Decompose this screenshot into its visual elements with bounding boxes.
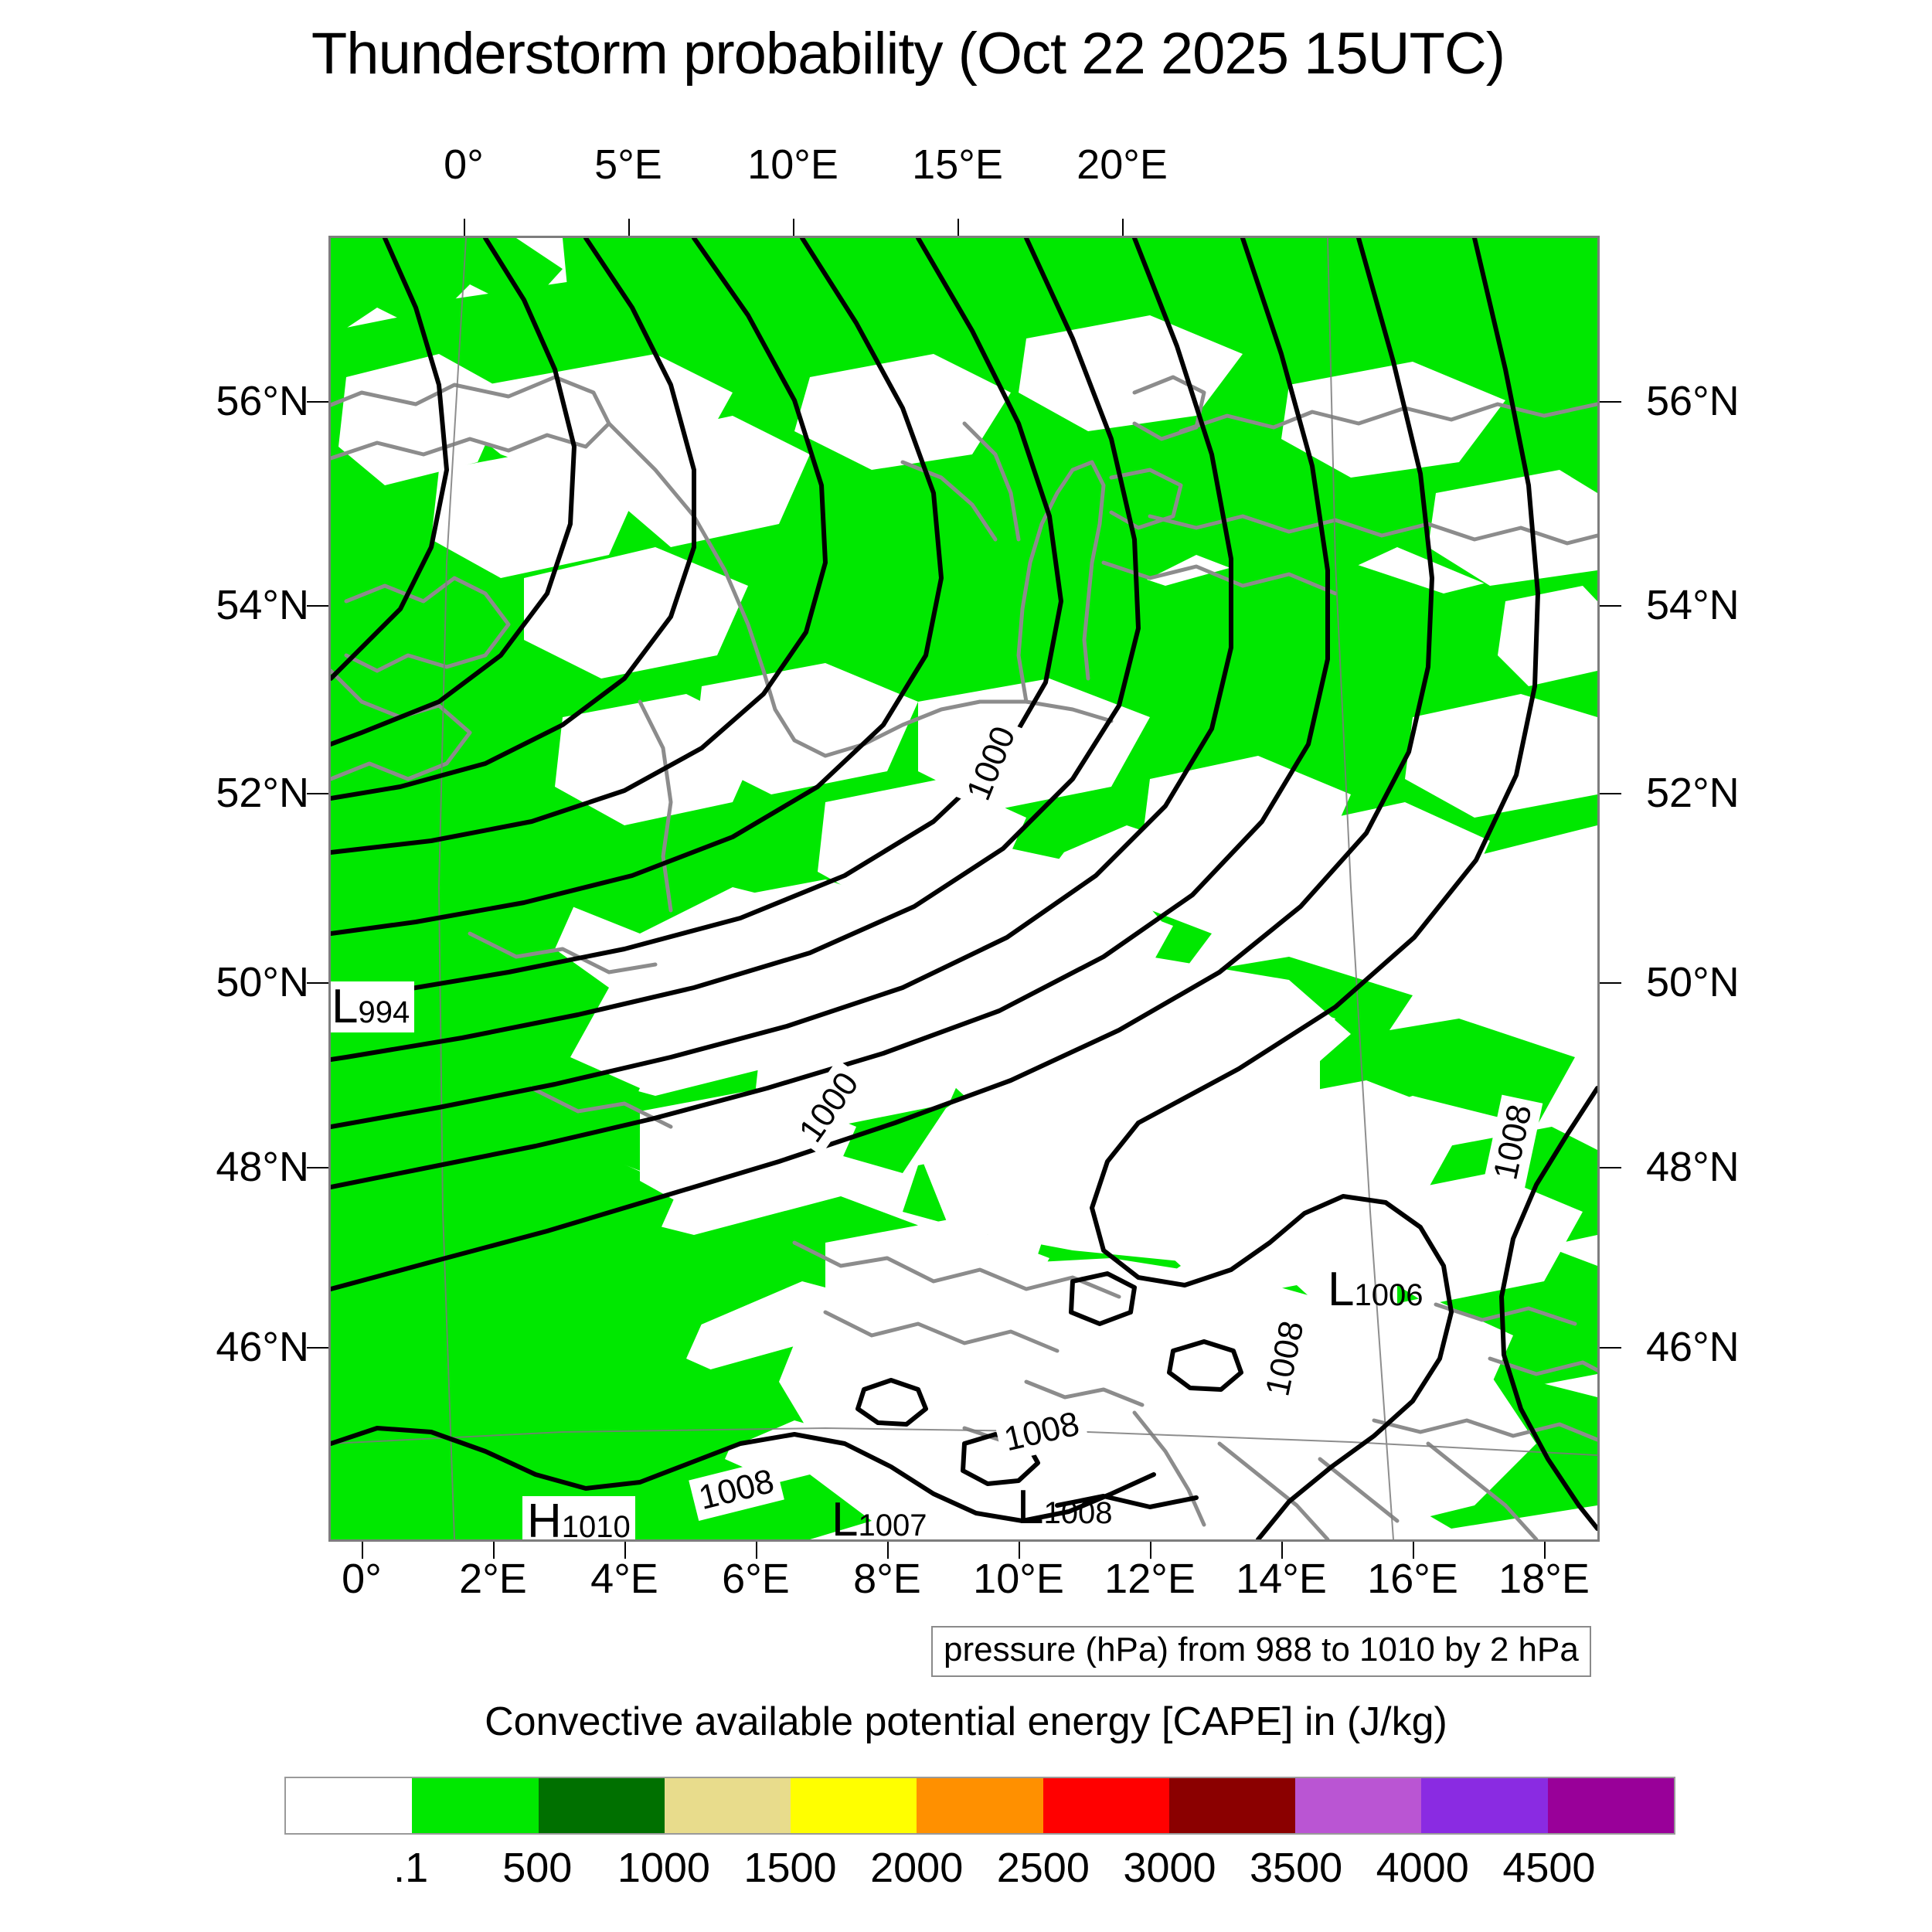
axis-tick-label: 48°N xyxy=(216,1144,309,1190)
colorbar-tick-label: 2000 xyxy=(870,1845,964,1891)
axis-tick-label: 10°E xyxy=(747,141,838,188)
axis-tick-label: 48°N xyxy=(1646,1144,1740,1190)
high-pressure-marker: H1010 xyxy=(522,1496,635,1539)
colorbar-cell[interactable] xyxy=(538,1778,665,1833)
axis-tick-label: 10°E xyxy=(973,1556,1064,1602)
graticule-layer xyxy=(331,238,1597,1539)
map-canvas xyxy=(331,238,1597,1539)
low-pressure-marker: L1006 xyxy=(1328,1263,1423,1316)
colorbar-tick-label: 1000 xyxy=(617,1845,710,1891)
coastline-layer xyxy=(331,375,1597,1539)
axis-tick-label: 18°E xyxy=(1498,1556,1590,1602)
page-title: Thunderstorm probability (Oct 22 2025 15… xyxy=(311,21,1505,87)
axis-tick-label: 54°N xyxy=(216,582,309,628)
axis-tick-label: 46°N xyxy=(1646,1324,1740,1370)
axis-tick-label: 0° xyxy=(342,1556,382,1602)
axis-tick-label: 12°E xyxy=(1104,1556,1196,1602)
colorbar-cell[interactable] xyxy=(286,1778,413,1833)
colorbar-cell[interactable] xyxy=(1421,1778,1548,1833)
colorbar-tick-label: 3000 xyxy=(1123,1845,1216,1891)
colorbar-tick-label: .1 xyxy=(393,1845,429,1891)
colorbar-tick-label: 4000 xyxy=(1376,1845,1469,1891)
axis-tick-label: 54°N xyxy=(1646,582,1740,628)
colorbar-cell[interactable] xyxy=(412,1778,539,1833)
axis-tick-label: 0° xyxy=(444,141,484,188)
axis-tick-label: 56°N xyxy=(1646,378,1740,424)
colorbar-cell[interactable] xyxy=(1547,1778,1674,1833)
colorbar-tick-label: 4500 xyxy=(1502,1845,1596,1891)
axis-tick-label: 46°N xyxy=(216,1324,309,1370)
colorbar[interactable] xyxy=(284,1777,1675,1835)
colorbar-tick-label: 3500 xyxy=(1250,1845,1343,1891)
colorbar-cell[interactable] xyxy=(1168,1778,1296,1833)
axis-tick-label: 52°N xyxy=(1646,770,1740,816)
axis-tick-label: 52°N xyxy=(216,770,309,816)
colorbar-caption: Convective available potential energy [C… xyxy=(485,1699,1447,1744)
colorbar-cell[interactable] xyxy=(917,1778,1043,1833)
colorbar-tick-label: 500 xyxy=(502,1845,573,1891)
isobar-layer xyxy=(331,238,1597,1539)
axis-tick-label: 14°E xyxy=(1236,1556,1327,1602)
pressure-contour-note: pressure (hPa) from 988 to 1010 by 2 hPa xyxy=(931,1626,1591,1677)
low-pressure-marker: L1008 xyxy=(1017,1481,1113,1534)
axis-tick-label: 4°E xyxy=(590,1556,658,1602)
axis-tick-label: 50°N xyxy=(1646,959,1740,1005)
colorbar-cell[interactable] xyxy=(1295,1778,1422,1833)
colorbar-cell[interactable] xyxy=(1043,1778,1169,1833)
low-pressure-marker: L1007 xyxy=(832,1493,927,1542)
colorbar-tick-labels: .1 500 1000 1500 2000 2500 3000 3500 400… xyxy=(284,1844,1675,1898)
colorbar-cell[interactable] xyxy=(791,1778,917,1833)
axis-tick-label: 15°E xyxy=(912,141,1003,188)
colorbar-tick-label: 2500 xyxy=(996,1845,1090,1891)
axis-tick-label: 5°E xyxy=(594,141,662,188)
axis-tick-label: 50°N xyxy=(216,959,309,1005)
axis-tick-label: 56°N xyxy=(216,378,309,424)
colorbar-tick-label: 1500 xyxy=(743,1845,837,1891)
low-pressure-marker: L994 xyxy=(331,981,415,1032)
axis-tick-label: 6°E xyxy=(722,1556,790,1602)
colorbar-cell[interactable] xyxy=(664,1778,791,1833)
axis-tick-label: 8°E xyxy=(853,1556,921,1602)
map-plot-area[interactable]: 1000 1000 1008 1008 1008 1008 L994 L1006… xyxy=(328,236,1600,1542)
axis-tick-label: 20°E xyxy=(1077,141,1168,188)
axis-tick-label: 2°E xyxy=(459,1556,527,1602)
axis-tick-label: 16°E xyxy=(1367,1556,1458,1602)
